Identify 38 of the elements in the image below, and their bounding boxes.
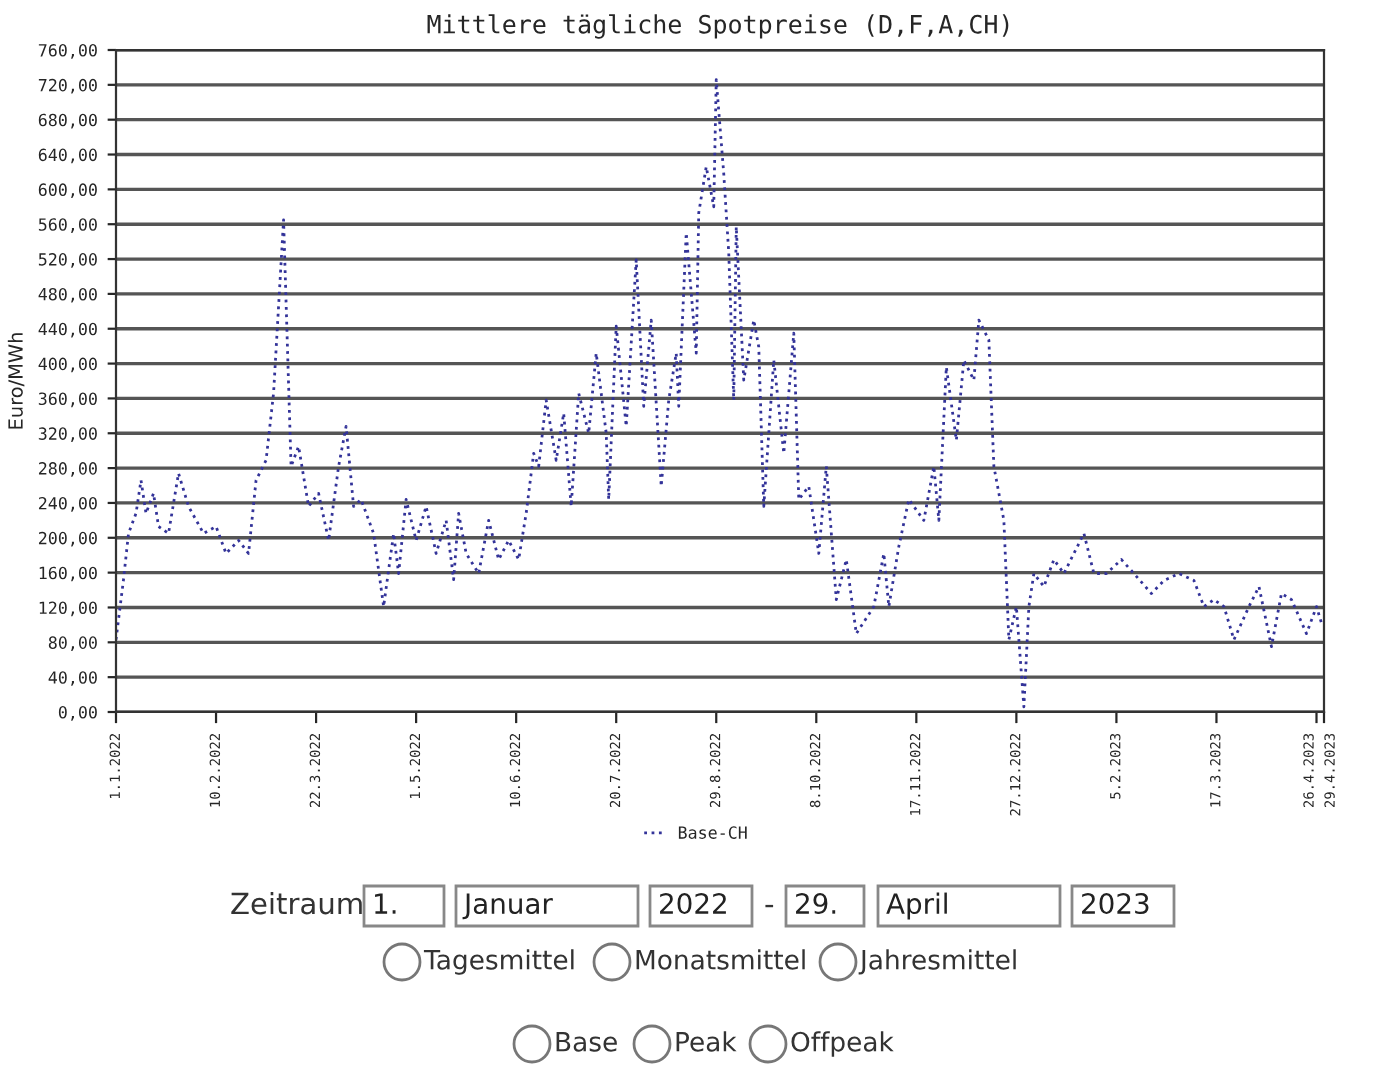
y-tick-label: 400,00 [38,357,97,373]
y-tick-label: 0,00 [58,706,97,721]
text: Base [556,1032,617,1052]
chart-title: Mittlere tägliche Spotpreise (D,F,A,CH) [427,14,1009,39]
y-axis-title: Euro/MWh [7,333,25,429]
text: 2022 [660,893,726,915]
line-series [116,78,1323,709]
y-tick-label: 280,00 [38,462,97,477]
text: Jahresmittel [858,949,1016,975]
y-tick-label: 200,00 [38,531,97,547]
text: Zeitraum [231,891,362,915]
y-tick-label: 40,00 [48,671,97,686]
y-tick-label: 240,00 [38,496,97,512]
y-tick-label: 120,00 [39,601,97,617]
text: April [886,892,947,920]
text: Offpeak [791,1031,894,1057]
y-tick-label: 520,00 [38,253,97,268]
legend-label: Base-CH [678,826,747,839]
text: Tagesmittel [423,949,574,975]
text: 2023 [1082,893,1149,915]
y-tick-label: 80,00 [48,636,97,652]
y-tick-label: 720,00 [38,78,97,94]
text: Monatsmittel [636,949,805,970]
y-tick-label: 160,00 [39,566,97,582]
y-tick-label: 600,00 [38,183,97,199]
text: Januar [462,893,553,920]
text: 29. [796,893,836,915]
y-tick-label: 640,00 [38,148,97,164]
y-tick-label: 760,00 [38,44,97,59]
y-tick-label: 440,00 [38,322,97,338]
text: 1. [375,893,396,914]
y-tick-label: 360,00 [38,392,97,408]
text: Peak [676,1031,737,1052]
y-tick-label: 560,00 [38,218,97,233]
text: - [765,904,774,908]
y-tick-label: 480,00 [38,287,97,303]
y-tick-label: 320,00 [38,427,97,442]
y-tick-label: 680,00 [38,113,97,129]
